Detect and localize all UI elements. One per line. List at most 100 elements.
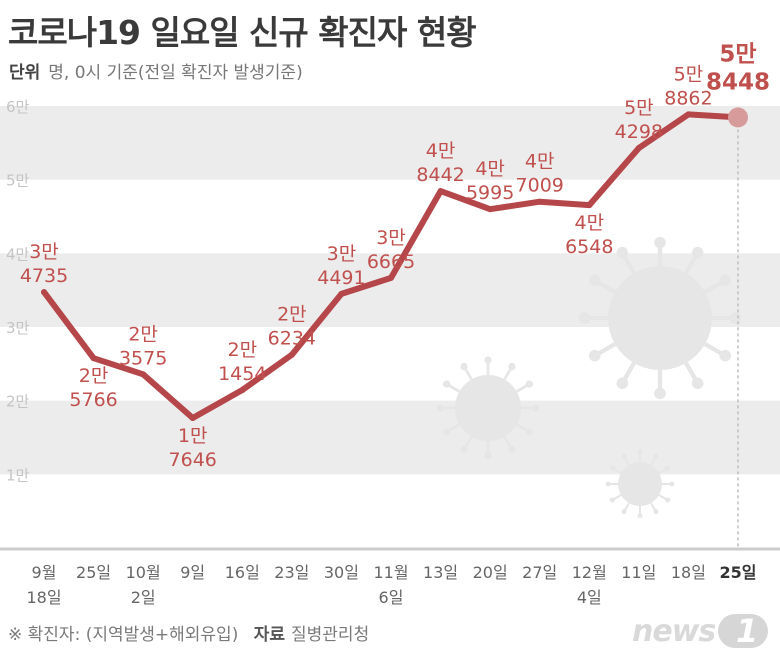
grid-bands [0,106,780,475]
x-tick-label: 25일 [720,563,757,582]
x-axis-labels: 9월 18일 25일 10월 2일 9일 16일 23일 30일 11월 6일 13일 20일 27일 12… [26,563,756,607]
virus-spike-tip [637,513,643,519]
source-label: 자료 [253,625,286,645]
virus-spike-tip [621,509,627,515]
data-label-top: 2만 [128,323,158,345]
virus-spike-tip [436,404,444,412]
x-tick-label: 13일 [423,563,458,582]
data-label-top: 5만 [719,41,756,67]
logo-text: news [632,614,716,649]
virus-spike-tip [442,428,451,436]
virus-spike-tip [525,428,534,436]
data-point [635,145,642,152]
x-tick-label: 12월 [572,563,607,582]
virus-spike-tip [637,449,643,455]
x-tick-label: 9일 [180,563,205,582]
data-labels: 3만47352만57662만35751만76462만14542만62343만44… [20,41,770,471]
data-point [536,198,543,205]
unit-note: 단위 명, 0시 기준(전일 확진자 발생기준) [9,58,303,83]
data-label-top: 5만 [674,63,704,85]
virus-spike-tip [460,362,468,371]
data-label-bottom: 5766 [69,389,117,411]
virus-spike-tip [484,452,492,460]
footnote-note: ※ 확진자: (지역발생+해외유입) [8,625,239,645]
data-label-bottom: 8442 [416,164,464,186]
virus-spike-tip [484,356,492,364]
virus-spike-tip [669,481,675,487]
virus-spike-tip [578,312,591,324]
data-point [288,351,295,358]
highlight-point [728,107,748,128]
data-label-bottom: 3575 [119,347,167,369]
virus-spike-tip [665,465,671,471]
x-tick-label: 30일 [324,563,359,582]
virus-spike-tip [609,465,615,471]
y-tick-label: 3만 [6,319,30,337]
virus-spike-tip [691,377,704,390]
data-label-bottom: 6548 [565,236,613,258]
data-label-bottom: 6665 [367,251,415,273]
data-point [338,290,345,297]
virus-spike-tip [609,497,615,503]
x-tick-label: 4일 [577,588,602,607]
y-tick-label: 6만 [6,98,30,116]
virus-spike-tip [691,246,704,259]
virus-body [455,375,521,441]
data-label-bottom: 1454 [218,363,266,385]
virus-illustrations [436,236,742,519]
x-tick-label: 18일 [26,588,61,607]
footnote: ※ 확진자: (지역발생+해외유입) 자료 질병관리청 [8,620,369,645]
data-label-bottom: 8862 [664,87,712,109]
data-point [586,202,593,209]
virus-body [618,462,662,506]
x-tick-label: 11일 [621,563,656,582]
data-label-bottom: 5995 [466,182,514,204]
virus-spike-tip [653,453,659,459]
virus-spike-tip [605,481,611,487]
x-tick-label: 16일 [225,563,260,582]
y-tick-label: 5만 [6,172,30,190]
data-label-top: 5만 [624,97,654,119]
virus-spike-tip [460,445,468,454]
data-label-top: 4만 [475,158,505,180]
data-label-top: 4만 [426,140,456,162]
data-label-bottom: 7009 [516,175,564,197]
virus-spike-tip [719,274,732,287]
data-label-top: 2만 [227,339,257,361]
grid-band [0,400,780,475]
data-point [685,111,692,118]
source-name: 질병관리청 [291,625,370,645]
virus-spike-tip [719,349,732,362]
data-point [487,206,494,213]
virus-spike-tip [665,497,671,503]
data-label-top: 3만 [376,227,406,249]
virus-spike-tip [616,377,629,390]
virus-spike-tip [508,445,516,454]
virus-icon [436,356,540,460]
y-tick-label: 4만 [6,245,30,263]
virus-icon [605,449,675,519]
unit-label: 단위 [9,63,41,83]
virus-spike-tip [616,246,629,259]
virus-body [608,266,712,370]
series-points [41,107,748,422]
virus-spike-tip [532,404,540,412]
x-tick-label: 11월 [373,563,408,582]
data-point [239,386,246,393]
x-tick-label: 25일 [76,563,111,582]
x-tick-label: 23일 [274,563,309,582]
data-point [41,289,47,296]
y-axis-ticks: 6만 5만 4만 3만 2만 1만 [6,98,30,484]
logo-badge [718,614,768,648]
y-tick-label: 1만 [6,466,30,484]
data-label-bottom: 7646 [169,449,217,471]
data-label-bottom: 6234 [268,328,316,350]
y-tick-label: 2만 [6,393,30,411]
data-label-top: 1만 [178,425,208,447]
x-tick-label: 27일 [522,563,557,582]
data-label-top: 4만 [574,212,604,234]
data-label-top: 2만 [277,304,307,326]
data-label-bottom: 4491 [317,267,365,289]
virus-spike-tip [654,236,666,249]
